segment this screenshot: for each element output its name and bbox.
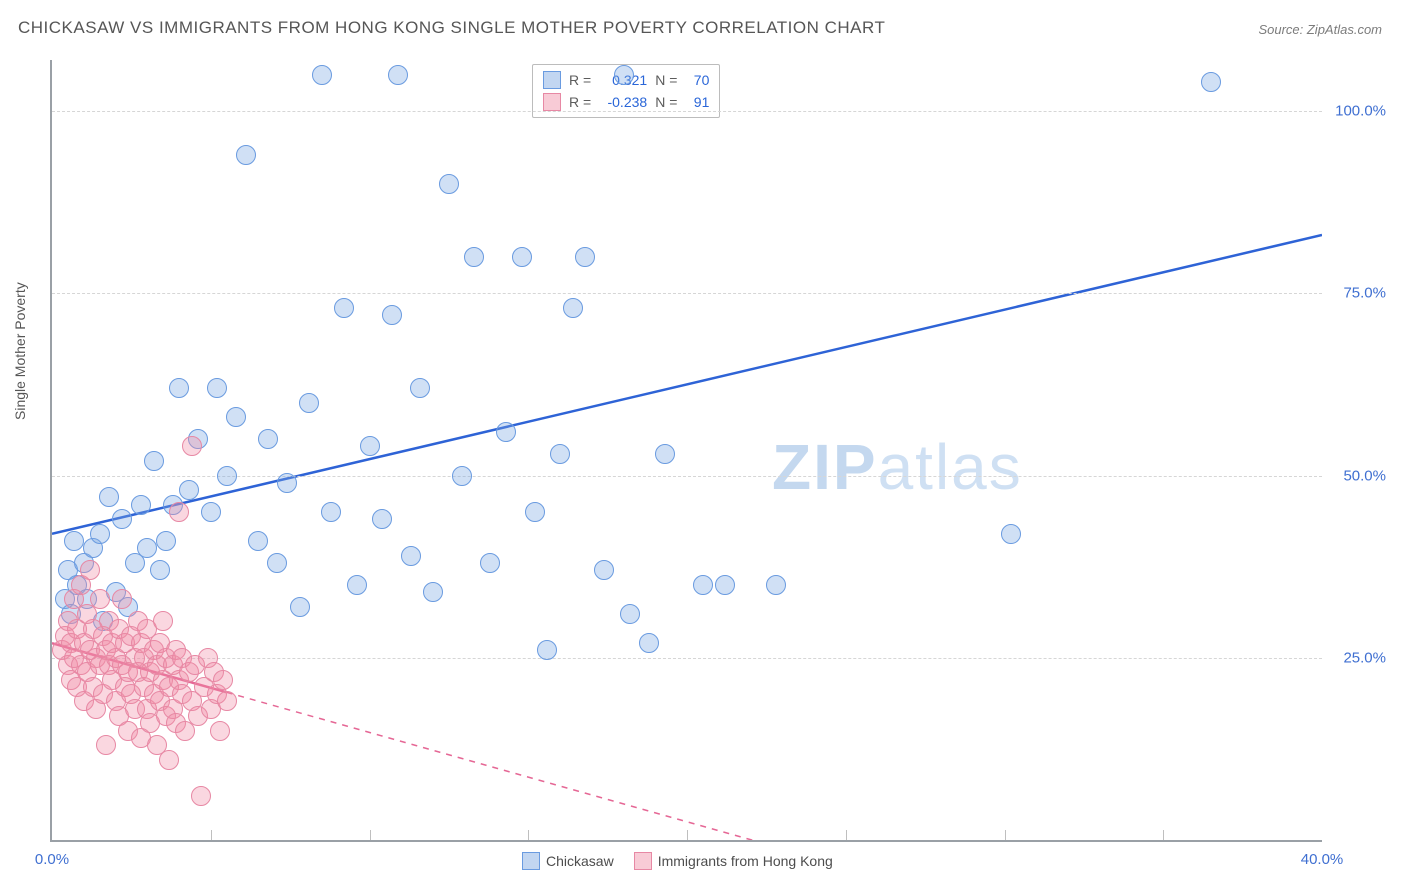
data-point	[144, 451, 164, 471]
data-point	[90, 524, 110, 544]
data-point	[153, 611, 173, 631]
data-point	[159, 750, 179, 770]
data-point	[715, 575, 735, 595]
gridline-h	[52, 293, 1322, 294]
data-point	[594, 560, 614, 580]
data-point	[156, 531, 176, 551]
data-point	[550, 444, 570, 464]
data-point	[267, 553, 287, 573]
data-point	[410, 378, 430, 398]
data-point	[191, 786, 211, 806]
source-label: Source: ZipAtlas.com	[1258, 22, 1382, 37]
legend-item-chickasaw: Chickasaw	[522, 852, 614, 870]
swatch-pink	[543, 93, 561, 111]
data-point	[480, 553, 500, 573]
data-point	[693, 575, 713, 595]
gridline-h	[52, 111, 1322, 112]
data-point	[388, 65, 408, 85]
data-point	[213, 670, 233, 690]
data-point	[169, 502, 189, 522]
legend-row-hongkong: R = -0.238 N = 91	[543, 91, 709, 113]
data-point	[334, 298, 354, 318]
data-point	[299, 393, 319, 413]
data-point	[312, 65, 332, 85]
data-point	[655, 444, 675, 464]
data-point	[90, 589, 110, 609]
data-point	[575, 247, 595, 267]
regression-lines	[52, 60, 1322, 840]
data-point	[537, 640, 557, 660]
x-tick-label: 40.0%	[1301, 851, 1344, 868]
data-point	[201, 502, 221, 522]
data-point	[1201, 72, 1221, 92]
gridline-h	[52, 476, 1322, 477]
x-minor-tick	[528, 830, 529, 840]
data-point	[182, 436, 202, 456]
data-point	[226, 407, 246, 427]
y-tick-label: 75.0%	[1343, 285, 1386, 302]
data-point	[99, 487, 119, 507]
data-point	[401, 546, 421, 566]
x-minor-tick	[846, 830, 847, 840]
data-point	[207, 378, 227, 398]
data-point	[639, 633, 659, 653]
swatch-blue	[543, 71, 561, 89]
data-point	[614, 65, 634, 85]
data-point	[150, 560, 170, 580]
data-point	[563, 298, 583, 318]
data-point	[452, 466, 472, 486]
data-point	[372, 509, 392, 529]
data-point	[290, 597, 310, 617]
data-point	[80, 560, 100, 580]
data-point	[96, 735, 116, 755]
data-point	[360, 436, 380, 456]
x-minor-tick	[687, 830, 688, 840]
data-point	[620, 604, 640, 624]
data-point	[464, 247, 484, 267]
data-point	[248, 531, 268, 551]
data-point	[525, 502, 545, 522]
x-minor-tick	[1163, 830, 1164, 840]
data-point	[423, 582, 443, 602]
data-point	[236, 145, 256, 165]
chart-title: CHICKASAW VS IMMIGRANTS FROM HONG KONG S…	[18, 18, 885, 38]
data-point	[169, 378, 189, 398]
data-point	[766, 575, 786, 595]
data-point	[64, 531, 84, 551]
data-point	[137, 538, 157, 558]
x-minor-tick	[211, 830, 212, 840]
data-point	[112, 509, 132, 529]
data-point	[131, 495, 151, 515]
y-axis-label: Single Mother Poverty	[12, 282, 28, 420]
y-tick-label: 100.0%	[1335, 103, 1386, 120]
swatch-blue	[522, 852, 540, 870]
x-tick-label: 0.0%	[35, 851, 69, 868]
data-point	[217, 466, 237, 486]
chart-container: CHICKASAW VS IMMIGRANTS FROM HONG KONG S…	[0, 0, 1406, 892]
data-point	[210, 721, 230, 741]
data-point	[179, 480, 199, 500]
y-tick-label: 50.0%	[1343, 467, 1386, 484]
data-point	[258, 429, 278, 449]
data-point	[347, 575, 367, 595]
data-point	[382, 305, 402, 325]
data-point	[217, 691, 237, 711]
data-point	[1001, 524, 1021, 544]
legend-item-hongkong: Immigrants from Hong Kong	[634, 852, 833, 870]
data-point	[277, 473, 297, 493]
x-minor-tick	[370, 830, 371, 840]
series-legend: Chickasaw Immigrants from Hong Kong	[522, 852, 833, 870]
x-minor-tick	[1005, 830, 1006, 840]
swatch-pink	[634, 852, 652, 870]
gridline-h	[52, 658, 1322, 659]
data-point	[512, 247, 532, 267]
regression-line	[52, 235, 1322, 534]
data-point	[496, 422, 516, 442]
y-tick-label: 25.0%	[1343, 649, 1386, 666]
plot-area: ZIPatlas R = 0.321 N = 70 R = -0.238 N =…	[50, 60, 1322, 842]
data-point	[112, 589, 132, 609]
data-point	[439, 174, 459, 194]
data-point	[321, 502, 341, 522]
